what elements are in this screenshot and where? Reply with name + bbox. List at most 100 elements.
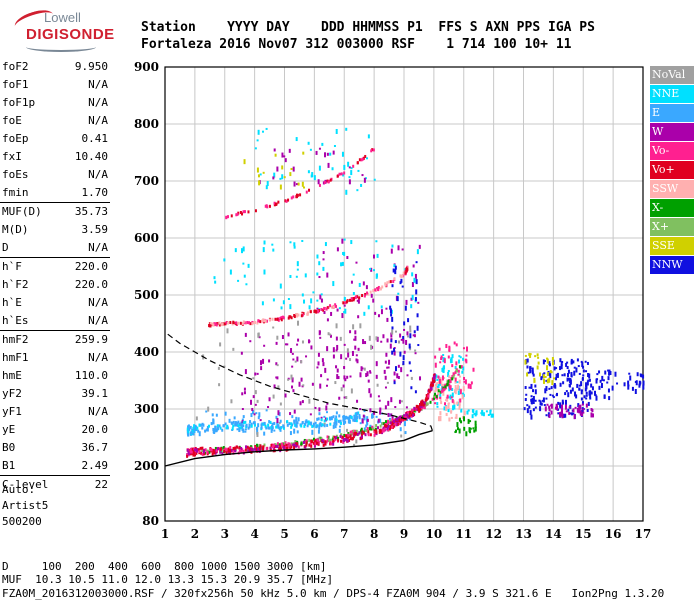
echo-point	[394, 269, 397, 275]
echo-point	[546, 372, 549, 377]
echo-trace-point	[361, 157, 364, 161]
echo-trace-point	[313, 442, 316, 446]
echo-trace-point	[229, 446, 232, 450]
echo-trace-point	[398, 415, 401, 419]
echo-point	[590, 383, 593, 388]
echo-point	[259, 360, 262, 366]
echo-trace-point	[240, 446, 243, 450]
echo-point	[324, 242, 327, 247]
x-tick-label: 17	[635, 527, 652, 541]
echo-point	[330, 311, 333, 316]
echo-point	[591, 386, 594, 391]
echo-point	[276, 335, 279, 340]
echo-point	[552, 396, 555, 399]
echo-trace-point	[234, 423, 237, 427]
echo-point	[332, 281, 335, 287]
echo-trace-point	[247, 449, 250, 453]
echo-point	[544, 375, 547, 378]
echo-point	[555, 377, 558, 381]
echo-point	[338, 428, 341, 433]
echo-trace-point	[300, 314, 303, 318]
echo-point	[236, 428, 239, 431]
echo-point	[526, 404, 529, 407]
footer-file-info: FZA0M_2016312003000.RSF / 320fx256h 50 k…	[2, 587, 665, 600]
echo-point	[372, 254, 375, 259]
echo-point	[271, 422, 274, 426]
echo-point	[336, 247, 339, 252]
echo-point	[532, 389, 535, 393]
echo-point	[585, 394, 588, 397]
echo-trace-point	[201, 452, 204, 456]
echo-trace-point	[444, 383, 447, 387]
echo-point	[355, 261, 358, 264]
echo-point	[335, 349, 338, 352]
x-tick-label: 2	[191, 527, 199, 541]
echo-point	[448, 345, 451, 349]
param-key: foE	[2, 114, 22, 127]
echo-trace-point	[349, 434, 352, 438]
echo-point	[387, 412, 390, 417]
echo-point	[392, 268, 395, 273]
echo-point	[272, 176, 275, 180]
echo-point	[287, 332, 290, 337]
echo-point	[374, 311, 377, 315]
x-tick-label: 7	[340, 527, 348, 541]
echo-trace-point	[413, 409, 416, 413]
echo-point	[377, 418, 380, 423]
echo-trace-point	[201, 449, 204, 453]
echo-point	[576, 407, 579, 413]
echo-point	[336, 308, 339, 312]
echo-trace-point	[300, 424, 303, 428]
echo-trace-point	[239, 426, 242, 430]
param-value: N/A	[88, 78, 108, 91]
echo-trace-point	[241, 425, 244, 429]
echo-point	[564, 404, 567, 410]
echo-point	[394, 265, 397, 270]
echo-point	[322, 266, 325, 271]
echo-trace-point	[460, 365, 463, 369]
echo-point	[458, 388, 461, 391]
echo-trace-point	[307, 422, 310, 426]
echo-point	[297, 338, 300, 342]
echo-point	[539, 400, 542, 406]
echo-point	[481, 409, 484, 412]
echo-trace-point	[370, 427, 373, 431]
echo-point	[526, 358, 529, 363]
echo-point	[343, 304, 346, 307]
echo-point	[380, 340, 383, 343]
echo-trace-point	[399, 418, 402, 422]
echo-trace-point	[403, 414, 406, 418]
echo-trace-point	[349, 298, 352, 302]
echo-trace-point	[376, 287, 379, 291]
echo-point	[332, 424, 335, 429]
logo-line2: DIGISONDE	[26, 26, 115, 43]
echo-point	[402, 355, 405, 361]
echo-point	[355, 358, 358, 362]
echo-point	[268, 359, 271, 363]
echo-point	[258, 412, 261, 418]
echo-point	[369, 371, 372, 374]
echo-trace-point	[268, 420, 271, 424]
echo-point	[585, 370, 588, 373]
echo-trace-point	[329, 438, 332, 442]
echo-point	[281, 335, 284, 340]
echo-point	[399, 427, 402, 432]
echo-trace-point	[417, 406, 420, 410]
echo-point	[412, 264, 415, 268]
echo-point	[349, 358, 352, 362]
echo-point	[467, 418, 470, 424]
echo-trace-point	[391, 424, 394, 428]
param-value: 3.59	[81, 223, 109, 236]
echo-trace-point	[398, 422, 401, 426]
echo-trace-point	[364, 433, 367, 437]
echo-point	[300, 360, 303, 364]
echo-trace-point	[245, 321, 248, 325]
param-key: foF1	[2, 78, 29, 91]
echo-point	[582, 374, 585, 377]
echo-trace-point	[358, 431, 361, 435]
echo-point	[311, 429, 314, 435]
echo-trace-point	[315, 441, 318, 445]
y-tick-label: 400	[134, 345, 159, 359]
echo-trace-point	[372, 289, 375, 293]
echo-trace-point	[350, 415, 353, 419]
